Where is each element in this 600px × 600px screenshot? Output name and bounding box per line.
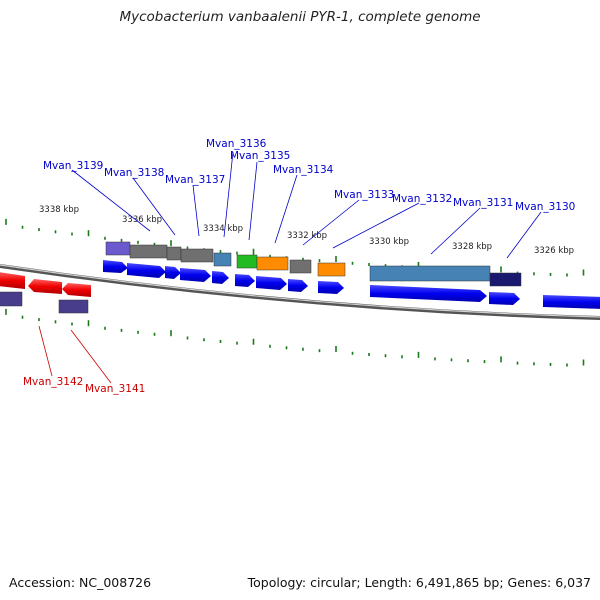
gene-arrow[interactable]: [127, 263, 166, 278]
gene-label-mvan-3133[interactable]: Mvan_3133: [334, 189, 394, 201]
leader-line: [132, 177, 176, 236]
genome-backbone-highlight: [0, 264, 600, 318]
scale-ticks-upper: [5, 218, 585, 277]
cog-bar[interactable]: [0, 291, 23, 307]
leader-line: [38, 325, 53, 377]
cog-bar[interactable]: [256, 256, 289, 271]
reverse-labels: Mvan_3142 Mvan_3141: [23, 325, 145, 395]
scale-label: 3336 kbp: [122, 215, 162, 225]
gene-label-mvan-3135[interactable]: Mvan_3135: [230, 150, 290, 162]
gene-arrow[interactable]: [543, 295, 600, 309]
map-title: Mycobacterium vanbaalenii PYR-1, complet…: [119, 9, 481, 25]
gene-arrow[interactable]: [62, 283, 91, 297]
gene-label-mvan-3141[interactable]: Mvan_3141: [85, 383, 145, 395]
cog-bar[interactable]: [166, 246, 182, 261]
scale-label: 3334 kbp: [203, 224, 243, 234]
gene-label-mvan-3131[interactable]: Mvan_3131: [453, 197, 513, 209]
gene-label-mvan-3136[interactable]: Mvan_3136: [206, 138, 267, 150]
scale-label: 3328 kbp: [452, 242, 492, 252]
gene-arrow[interactable]: [288, 279, 308, 292]
gene-label-mvan-3130[interactable]: Mvan_3130: [515, 201, 575, 213]
gene-arrow[interactable]: [256, 276, 287, 290]
gene-label-mvan-3132[interactable]: Mvan_3132: [392, 193, 452, 205]
leader-line: [192, 184, 200, 237]
gene-arrow[interactable]: [212, 271, 229, 284]
gene-arrow[interactable]: [165, 266, 181, 279]
gene-label-mvan-3139[interactable]: Mvan_3139: [43, 160, 103, 172]
gene-label-mvan-3134[interactable]: Mvan_3134: [273, 164, 334, 176]
cog-track: [0, 241, 522, 314]
gene-arrow[interactable]: [103, 260, 128, 273]
cog-bar[interactable]: [289, 259, 312, 274]
gene-arrow[interactable]: [489, 292, 520, 305]
cog-bar[interactable]: [105, 241, 131, 256]
gene-label-mvan-3138[interactable]: Mvan_3138: [104, 167, 164, 179]
leader-line: [248, 161, 258, 241]
leader-line: [506, 211, 542, 259]
cog-bar[interactable]: [129, 244, 168, 259]
cog-bar[interactable]: [317, 262, 346, 277]
gene-arrow[interactable]: [235, 274, 255, 287]
scale-label: 3332 kbp: [287, 231, 327, 241]
genome-backbone: [0, 264, 600, 320]
leader-line: [332, 202, 420, 249]
leader-line: [70, 329, 112, 384]
cog-bar[interactable]: [180, 248, 214, 263]
gene-arrow[interactable]: [28, 279, 62, 294]
cog-bar[interactable]: [213, 252, 232, 267]
scale-label: 3338 kbp: [39, 205, 79, 215]
reverse-genes: [0, 272, 91, 297]
leader-line: [302, 199, 360, 246]
topology-text: Topology: circular; Length: 6,491,865 bp…: [247, 575, 591, 590]
leader-line: [71, 169, 151, 232]
gene-arrow[interactable]: [318, 281, 344, 294]
gene-arrow[interactable]: [370, 285, 487, 302]
cog-bar[interactable]: [58, 299, 89, 314]
scale-label: 3330 kbp: [369, 237, 409, 247]
forward-labels: Mvan_3139 Mvan_3138 Mvan_3137 Mvan_3136 …: [43, 138, 575, 259]
leader-line: [430, 207, 481, 255]
leader-line: [274, 174, 298, 244]
scale-labels: 3338 kbp 3336 kbp 3334 kbp 3332 kbp 3330…: [39, 205, 574, 256]
scale-label: 3326 kbp: [534, 246, 574, 256]
gene-label-mvan-3142[interactable]: Mvan_3142: [23, 376, 83, 388]
forward-genes: [103, 260, 600, 309]
gene-label-mvan-3137[interactable]: Mvan_3137: [165, 174, 225, 186]
cog-bar[interactable]: [369, 265, 491, 282]
scale-ticks-lower: [5, 308, 585, 367]
cog-bar[interactable]: [489, 272, 522, 287]
cog-bar[interactable]: [236, 254, 258, 269]
gene-arrow[interactable]: [0, 272, 25, 289]
accession-text: Accession: NC_008726: [9, 575, 152, 590]
gene-arrow[interactable]: [180, 268, 211, 282]
leader-line: [223, 151, 234, 238]
